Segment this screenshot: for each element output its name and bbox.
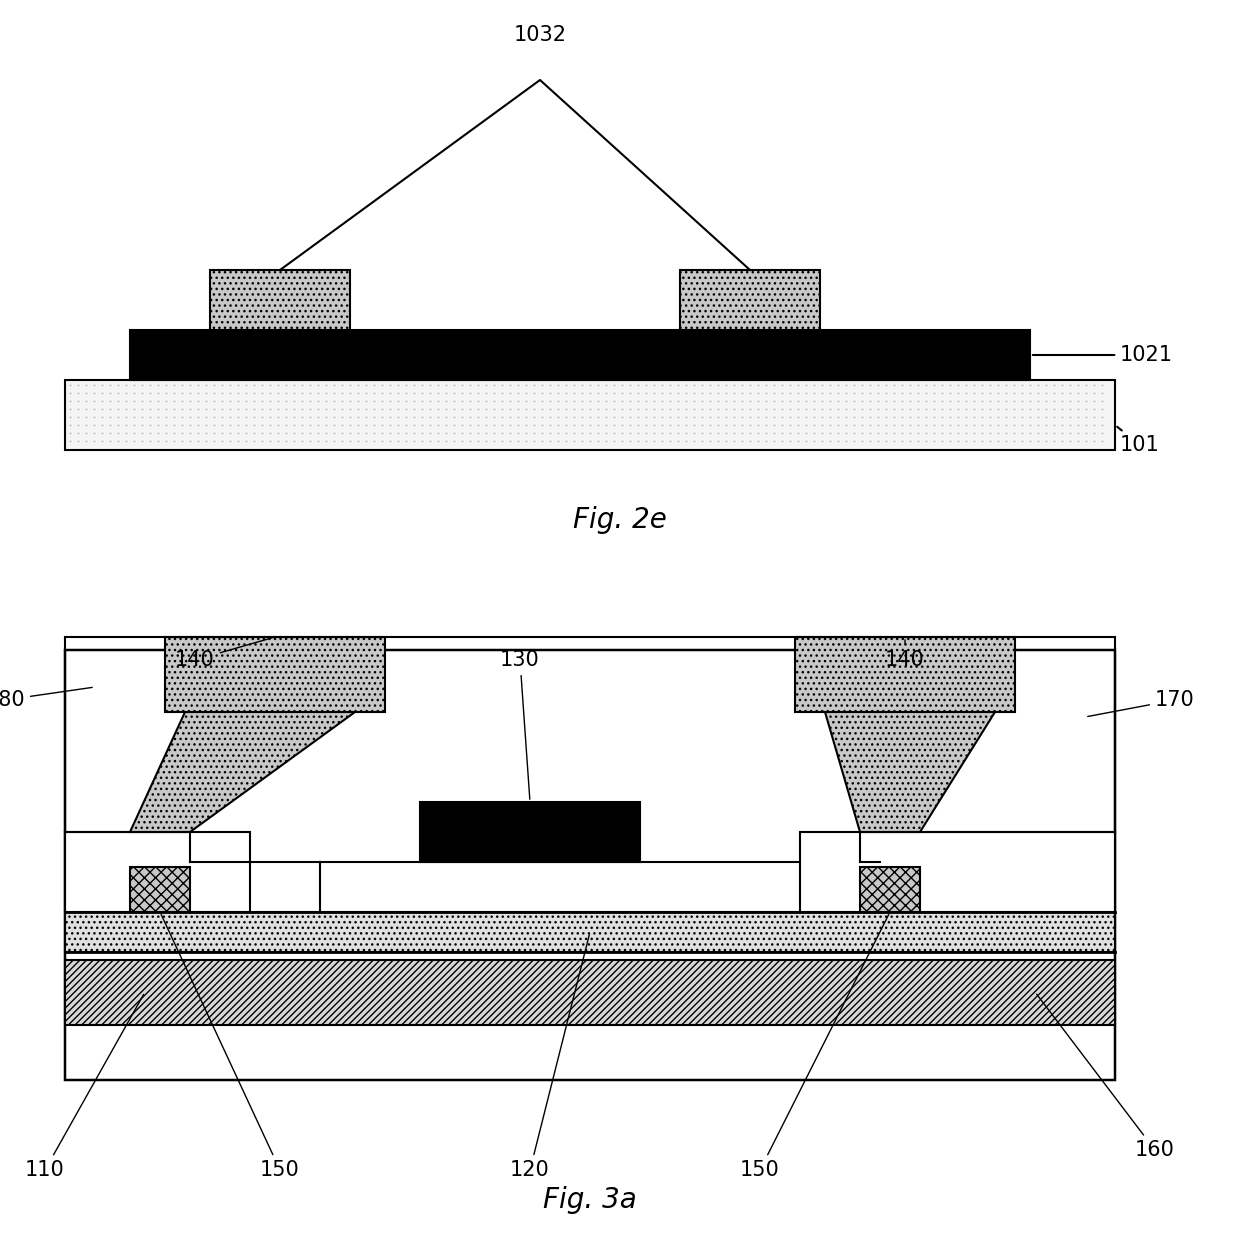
Text: 180: 180 bbox=[0, 688, 92, 710]
Text: Fig. 3a: Fig. 3a bbox=[543, 1187, 637, 1214]
Text: 140: 140 bbox=[885, 640, 925, 670]
Bar bbox=[64, 380, 1115, 450]
Bar bbox=[795, 637, 1016, 711]
Text: Fig. 2e: Fig. 2e bbox=[573, 507, 667, 534]
Bar bbox=[420, 802, 640, 862]
Bar bbox=[210, 270, 350, 331]
Polygon shape bbox=[130, 711, 355, 832]
Text: 1032: 1032 bbox=[513, 25, 567, 45]
Text: 140: 140 bbox=[175, 637, 273, 670]
Bar bbox=[320, 862, 880, 913]
Bar bbox=[165, 637, 384, 711]
Bar bbox=[861, 867, 920, 913]
Bar bbox=[130, 331, 1030, 380]
Text: 160: 160 bbox=[1037, 994, 1174, 1160]
Bar bbox=[64, 650, 1115, 1080]
Bar bbox=[64, 913, 1115, 952]
Text: 170: 170 bbox=[1087, 690, 1195, 716]
Bar bbox=[800, 832, 1115, 913]
Bar bbox=[680, 270, 820, 331]
Bar bbox=[130, 867, 190, 913]
Text: 130: 130 bbox=[500, 650, 539, 799]
Text: 101: 101 bbox=[1117, 426, 1159, 455]
Polygon shape bbox=[825, 711, 994, 832]
Bar bbox=[64, 960, 1115, 1024]
Text: 150: 150 bbox=[740, 915, 889, 1180]
Text: 110: 110 bbox=[25, 994, 144, 1180]
Text: 120: 120 bbox=[510, 935, 589, 1180]
Text: 150: 150 bbox=[161, 915, 300, 1180]
Bar bbox=[64, 832, 250, 913]
Text: 1021: 1021 bbox=[1033, 344, 1173, 365]
